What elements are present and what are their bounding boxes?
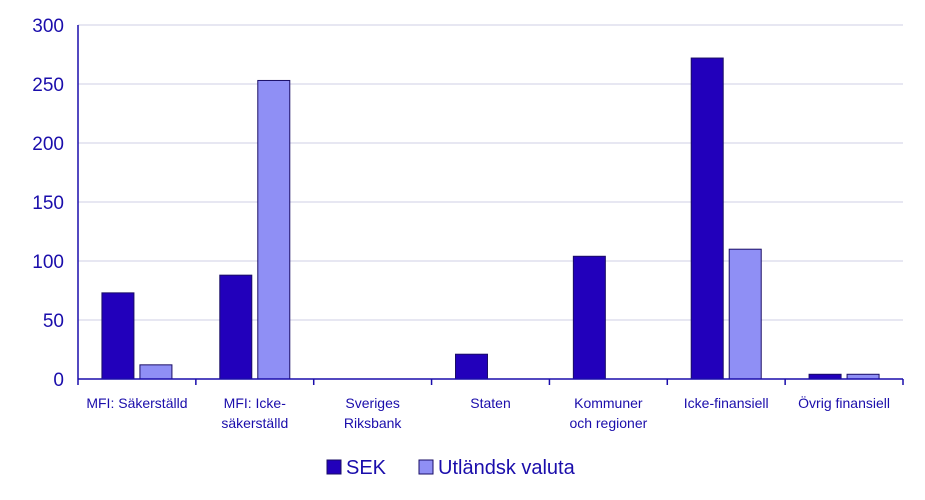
x-tick-label-line: Staten (470, 395, 510, 411)
x-tick-label-line: Kommuner (574, 395, 643, 411)
x-tick-label: Sveriges Riksbank (344, 395, 403, 431)
y-tick-label: 250 (32, 75, 64, 96)
legend-swatch-sek (326, 459, 342, 475)
x-tick-label-line: Riksbank (344, 415, 403, 431)
y-axis-tick-labels: 0 50 100 150 200 250 300 (32, 16, 64, 391)
legend: SEK Utländsk valuta (326, 457, 576, 479)
x-tick-label: Kommuner och regioner (569, 395, 647, 431)
x-tick-label-line: och regioner (569, 415, 647, 431)
x-tick-label-line: Icke-finansiell (684, 395, 769, 411)
gridlines (78, 24, 903, 321)
bars (101, 57, 880, 380)
x-tick-label: MFI: Icke-säkerställd (221, 395, 288, 431)
bar-utlandsk-valuta (139, 364, 173, 380)
y-tick-label: 300 (32, 16, 64, 37)
legend-label-sek: SEK (346, 457, 387, 479)
y-tick-label: 50 (43, 311, 64, 332)
x-tick-label-line: MFI: Icke- (224, 395, 287, 411)
bar-utlandsk-valuta (728, 248, 762, 380)
bar-sek (455, 353, 488, 380)
bar-sek (219, 274, 253, 380)
x-tick-label: MFI: Säkerställd (86, 395, 187, 411)
x-tick-label: Staten (470, 395, 510, 411)
x-tick-label: Övrig finansiell (798, 394, 890, 411)
x-tick-label: Icke-finansiell (684, 395, 769, 411)
x-axis (77, 25, 904, 385)
bar-sek (101, 292, 135, 380)
bar-utlandsk-valuta (257, 79, 291, 380)
legend-swatch-utlandsk-valuta (418, 459, 434, 475)
y-tick-label: 100 (32, 252, 64, 273)
y-tick-label: 0 (53, 370, 64, 391)
bar-sek (690, 57, 724, 380)
x-tick-label-line: Övrig finansiell (798, 394, 890, 411)
bar-sek (572, 255, 606, 380)
x-tick-label-line: MFI: Säkerställd (86, 395, 187, 411)
legend-label-utlandsk-valuta: Utländsk valuta (438, 457, 576, 479)
x-tick-label-line: säkerställd (221, 415, 288, 431)
x-tick-label-line: Sveriges (345, 395, 399, 411)
x-axis-tick-labels: MFI: Säkerställd MFI: Icke-säkerställd Sve… (86, 394, 890, 431)
y-tick-label: 150 (32, 193, 64, 214)
y-tick-label: 200 (32, 134, 64, 155)
